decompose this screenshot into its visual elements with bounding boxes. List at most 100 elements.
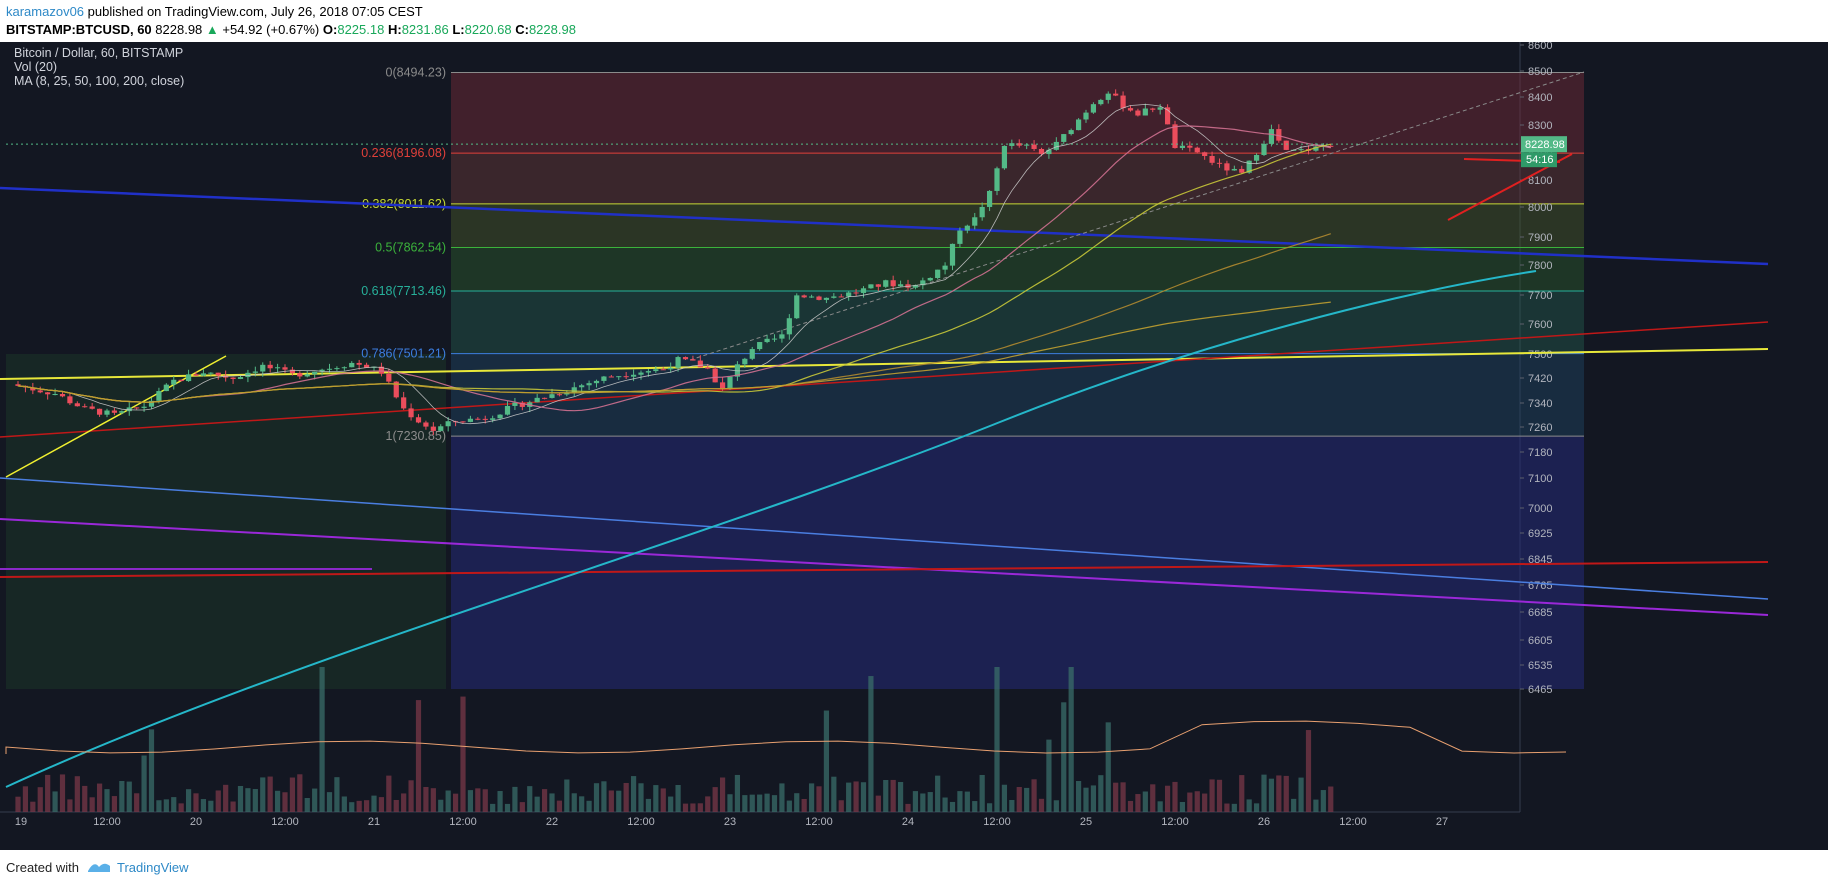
candle <box>1253 155 1260 161</box>
candle <box>519 402 525 407</box>
chart-area[interactable]: 0(8494.23) 0.236(8196.08) 0.382(8011.62) 0.… <box>0 42 1828 850</box>
volume-bar <box>794 793 800 812</box>
candle <box>571 387 577 393</box>
volume-bar <box>215 790 221 812</box>
volume-bar <box>223 784 229 812</box>
volume-bar <box>134 793 140 812</box>
volume-bar <box>630 776 637 812</box>
volume-bar <box>1268 778 1275 812</box>
volume-bar <box>912 791 919 812</box>
candle <box>556 394 563 396</box>
volume-bar <box>816 786 822 812</box>
price-tick-label: 7340 <box>1528 398 1552 410</box>
price-tick-label: 7800 <box>1528 260 1552 272</box>
volume-legend[interactable]: Vol (20) <box>14 60 58 74</box>
volume-bar <box>401 793 407 812</box>
candle <box>853 292 859 294</box>
fib-zone <box>451 436 1584 689</box>
volume-bar <box>178 803 184 812</box>
price-tick-label: 7500 <box>1528 349 1552 361</box>
candle <box>860 288 867 293</box>
candle <box>171 379 177 385</box>
chart-canvas[interactable]: 0(8494.23)0.236(8196.08)0.382(8011.62)0.… <box>0 42 1828 850</box>
volume-bar <box>237 785 244 812</box>
price-tick-label: 8300 <box>1528 120 1552 132</box>
time-tick-label: 12:00 <box>1161 816 1189 828</box>
volume-bar <box>823 710 830 812</box>
fib-zone <box>6 354 446 689</box>
candle <box>386 373 392 382</box>
publish-header: karamazov06 published on TradingView.com… <box>0 0 1828 42</box>
trendline-red-support <box>0 561 1769 578</box>
candle <box>697 360 703 368</box>
candle <box>801 295 807 298</box>
fib-label: 0.5(7862.54) <box>375 240 446 254</box>
candle <box>653 369 659 372</box>
up-triangle-icon: ▲ <box>205 22 219 37</box>
author-link[interactable]: karamazov06 <box>6 4 85 19</box>
volume-bar <box>1120 782 1126 812</box>
volume-bar <box>245 788 251 812</box>
candle <box>415 417 422 423</box>
time-tick-label: 26 <box>1258 816 1270 828</box>
tradingview-link[interactable]: TradingView <box>117 860 189 875</box>
fib-label: 0.236(8196.08) <box>361 146 446 160</box>
volume-bar <box>378 797 385 812</box>
volume-bar <box>326 792 333 812</box>
time-tick-label: 22 <box>546 816 558 828</box>
trendline-purple <box>0 518 1769 616</box>
volume-bar <box>786 800 792 812</box>
candle <box>1001 145 1008 169</box>
candle <box>126 407 132 412</box>
candle <box>297 373 303 377</box>
time-tick-label: 12:00 <box>805 816 833 828</box>
last-price: 8228.98 <box>155 22 203 37</box>
candle <box>957 230 963 244</box>
candle <box>341 367 347 369</box>
volume-bar <box>15 796 21 812</box>
volume-bar <box>757 794 763 812</box>
volume-bar <box>1305 730 1312 812</box>
volume-bar <box>208 800 214 812</box>
volume-bar <box>1098 775 1104 812</box>
ma-legend[interactable]: MA (8, 25, 50, 100, 200, close) <box>14 74 185 88</box>
created-with-text: Created with <box>6 860 79 875</box>
fib-zone <box>451 290 1584 354</box>
volume-bar <box>838 800 844 812</box>
candle <box>423 422 429 427</box>
volume-bar <box>1001 784 1008 812</box>
volume-bar <box>1061 702 1067 812</box>
countdown-badge <box>1521 152 1557 168</box>
price-tick-label: 8400 <box>1528 92 1552 104</box>
volume-bar <box>564 779 570 812</box>
candle <box>1031 144 1037 149</box>
candle <box>282 367 288 370</box>
volume-bar <box>1038 798 1045 812</box>
time-tick-label: 19 <box>15 816 27 828</box>
candle <box>45 392 51 395</box>
volume-bar <box>1157 801 1163 812</box>
time-tick-label: 27 <box>1436 816 1448 828</box>
tradingview-logo-icon[interactable] <box>86 858 112 876</box>
candle <box>460 421 466 423</box>
candle <box>1276 129 1282 141</box>
candle <box>430 426 436 431</box>
volume-bar <box>408 780 414 812</box>
candle <box>579 385 585 388</box>
volume-bar <box>764 793 770 812</box>
footer: Created with TradingView <box>0 850 1828 886</box>
volume-bar <box>1164 785 1171 812</box>
candle <box>230 377 236 379</box>
volume-bar <box>349 802 355 812</box>
candle <box>1053 141 1059 150</box>
candle <box>134 407 140 409</box>
symbol-legend[interactable]: Bitcoin / Dollar, 60, BITSTAMP <box>14 46 184 60</box>
volume-bar <box>860 782 867 812</box>
volume-bar <box>1172 781 1178 812</box>
volume-bar <box>1246 799 1252 812</box>
candle <box>912 285 919 288</box>
volume-bar <box>1068 667 1074 812</box>
volume-bar <box>1046 739 1052 812</box>
volume-bar <box>482 789 488 812</box>
fib-label: 0.786(7501.21) <box>361 347 446 361</box>
